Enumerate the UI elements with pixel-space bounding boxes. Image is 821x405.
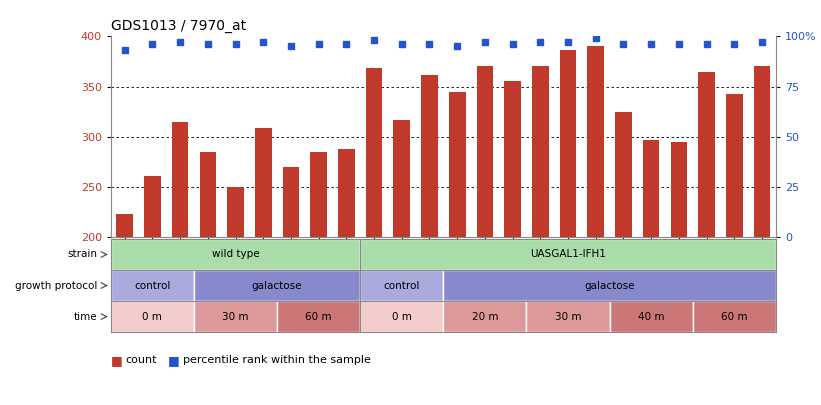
Bar xyxy=(172,122,189,237)
Bar xyxy=(227,187,244,237)
Bar xyxy=(421,75,438,237)
Text: ■: ■ xyxy=(168,354,180,367)
Bar xyxy=(615,112,632,237)
Bar xyxy=(443,270,776,301)
Bar xyxy=(144,176,161,237)
Text: control: control xyxy=(383,281,420,290)
Text: UASGAL1-IFH1: UASGAL1-IFH1 xyxy=(530,249,606,260)
Bar xyxy=(609,301,693,332)
Text: ■: ■ xyxy=(111,354,122,367)
Bar xyxy=(282,167,299,237)
Bar xyxy=(365,68,383,237)
Text: 0 m: 0 m xyxy=(143,311,163,322)
Bar xyxy=(393,119,410,237)
Bar xyxy=(310,152,327,237)
Text: time: time xyxy=(73,311,97,322)
Text: galactose: galactose xyxy=(585,281,635,290)
Bar xyxy=(726,94,742,237)
Bar xyxy=(255,128,272,237)
Bar xyxy=(338,149,355,237)
Bar xyxy=(643,140,659,237)
Bar xyxy=(443,301,526,332)
Bar xyxy=(532,66,548,237)
Text: growth protocol: growth protocol xyxy=(15,281,97,290)
Bar xyxy=(449,92,466,237)
Text: galactose: galactose xyxy=(252,281,302,290)
Text: 0 m: 0 m xyxy=(392,311,411,322)
Bar xyxy=(671,142,687,237)
Bar xyxy=(360,301,443,332)
Text: 20 m: 20 m xyxy=(471,311,498,322)
Text: control: control xyxy=(134,281,171,290)
Text: 60 m: 60 m xyxy=(305,311,332,322)
Text: GDS1013 / 7970_at: GDS1013 / 7970_at xyxy=(111,19,246,33)
Bar xyxy=(200,152,216,237)
Bar xyxy=(526,301,609,332)
Text: count: count xyxy=(126,356,157,365)
Text: strain: strain xyxy=(67,249,97,260)
Bar xyxy=(111,270,194,301)
Bar xyxy=(754,66,770,237)
Bar xyxy=(476,66,493,237)
Bar xyxy=(111,239,360,270)
Text: 30 m: 30 m xyxy=(555,311,581,322)
Text: percentile rank within the sample: percentile rank within the sample xyxy=(183,356,371,365)
Bar xyxy=(277,301,360,332)
Bar xyxy=(698,72,715,237)
Bar xyxy=(194,270,360,301)
Text: 60 m: 60 m xyxy=(721,311,748,322)
Text: 30 m: 30 m xyxy=(222,311,249,322)
Bar xyxy=(111,301,194,332)
Bar xyxy=(360,270,443,301)
Bar xyxy=(693,301,776,332)
Bar xyxy=(360,239,776,270)
Text: 40 m: 40 m xyxy=(638,311,664,322)
Bar xyxy=(194,301,277,332)
Bar xyxy=(117,214,133,237)
Bar xyxy=(560,51,576,237)
Text: wild type: wild type xyxy=(212,249,259,260)
Bar xyxy=(504,81,521,237)
Bar xyxy=(587,47,604,237)
